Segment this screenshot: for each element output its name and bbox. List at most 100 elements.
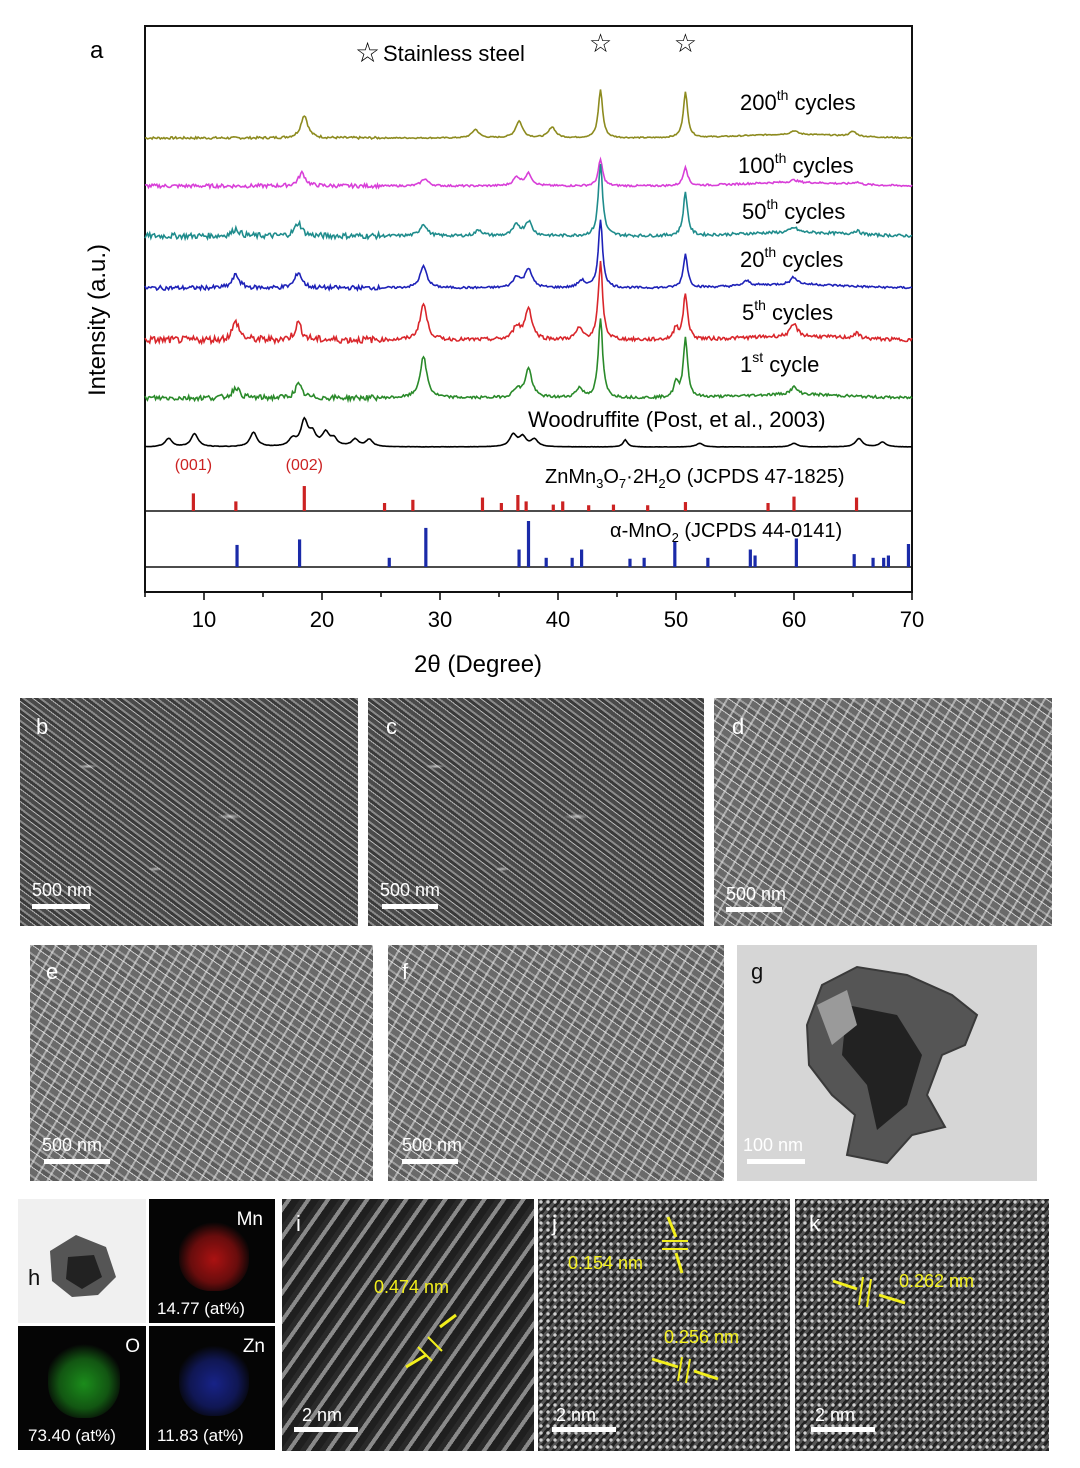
panel-label-i: i <box>296 1211 301 1236</box>
reference-stick <box>706 557 710 567</box>
scale-bar-f <box>402 1159 458 1164</box>
scale-text-g: 100 nm <box>743 1135 804 1155</box>
reference-stick <box>382 503 387 511</box>
hrtem-image-i: i 0.474 nm 2 nm <box>282 1199 534 1451</box>
o-distribution <box>48 1342 120 1418</box>
reference-layer: (001) (002) <box>175 457 911 567</box>
reference-stick <box>191 493 195 511</box>
reference-stick <box>570 557 574 567</box>
reference-stick <box>235 544 239 567</box>
scale-bar-j <box>552 1427 616 1432</box>
scale-bar-e <box>44 1159 110 1164</box>
reference-stick <box>551 504 555 511</box>
series-line <box>144 219 913 293</box>
panel-label-e: e <box>46 959 59 984</box>
scale-text-i: 2 nm <box>302 1405 343 1425</box>
panel-label-k: k <box>809 1211 820 1236</box>
hrtem-image-k: k 0.262 nm 2 nm <box>795 1199 1049 1451</box>
reference-stick <box>646 505 650 511</box>
reference-stick <box>871 557 875 567</box>
scale-bar-c <box>382 904 438 909</box>
series-label: 200th cycles <box>740 87 856 115</box>
series-line <box>144 163 913 242</box>
reference-stick <box>854 497 859 511</box>
reference-stick <box>524 501 528 511</box>
eds-map-zn: Zn 11.83 (at%) <box>149 1326 275 1450</box>
reference-stick <box>297 539 302 567</box>
eds-map-mn: Mn 14.77 (at%) <box>149 1199 275 1323</box>
reference-stick <box>906 544 911 567</box>
reference-stick <box>387 557 391 567</box>
miller-index-label: (002) <box>286 457 323 474</box>
reference-stick <box>234 501 238 511</box>
x-tick-label: 30 <box>428 607 452 632</box>
zn-distribution <box>179 1344 249 1416</box>
star-icon: ☆ <box>674 28 697 58</box>
series-layer: 200th cycles 100th cycles 50th cycles 20th … <box>144 87 913 448</box>
spacing-arrows-i <box>405 1313 457 1369</box>
ref-label-mno2: α-MnO2 (JCPDS 44-0141) <box>610 520 842 545</box>
reference-stick <box>748 549 752 567</box>
plot-frame <box>144 25 913 593</box>
spacing-arrows-j-1 <box>662 1216 688 1274</box>
sem-image-d: d 500 nm <box>714 698 1052 926</box>
scale-text-b: 500 nm <box>32 880 93 900</box>
panel-label-d: d <box>732 714 745 739</box>
panel-label-f: f <box>402 959 409 984</box>
series-label: 1st cycle <box>740 349 819 377</box>
panel-label-a: a <box>90 37 104 64</box>
x-tick-label: 60 <box>782 607 806 632</box>
scale-text-k: 2 nm <box>815 1405 856 1425</box>
reference-stick <box>302 486 306 511</box>
reference-stick <box>516 495 520 511</box>
spacing-arrows-j-2 <box>651 1356 719 1384</box>
legend-text: Stainless steel <box>383 41 525 66</box>
mn-distribution <box>179 1221 249 1291</box>
hrtem-image-j: j 0.154 nm 0.256 nm 2 nm <box>538 1199 790 1451</box>
map-value-o: 73.40 (at%) <box>28 1426 116 1445</box>
reference-stick <box>766 503 770 511</box>
map-value-mn: 14.77 (at%) <box>157 1299 245 1318</box>
map-element-mn: Mn <box>236 1209 263 1230</box>
series-line <box>144 89 913 141</box>
series-label: 50th cycles <box>742 196 845 224</box>
x-tick-label: 50 <box>664 607 688 632</box>
reference-stick <box>526 521 531 567</box>
sem-image-f: f 500 nm <box>388 945 724 1181</box>
map-value-zn: 11.83 (at%) <box>157 1426 244 1445</box>
series-line <box>144 156 913 191</box>
tem-image-g: g 100 nm <box>737 945 1037 1181</box>
reference-stick <box>544 557 548 567</box>
scale-bar-k <box>811 1427 875 1432</box>
x-tick-label: 40 <box>546 607 570 632</box>
scale-text-f: 500 nm <box>402 1135 463 1155</box>
reference-stick <box>794 538 798 567</box>
scale-bar-b <box>32 904 90 909</box>
map-element-o: O <box>125 1336 140 1357</box>
panel-label-g: g <box>751 959 764 984</box>
reference-stick <box>580 549 584 567</box>
spacing-label-j-1: 0.154 nm <box>568 1253 644 1273</box>
series-line <box>144 318 913 404</box>
panel-label-b: b <box>36 714 49 739</box>
eds-tem-image: h <box>18 1199 146 1323</box>
reference-stick <box>852 554 856 567</box>
x-axis-label: 2θ (Degree) <box>414 651 542 678</box>
scale-text-j: 2 nm <box>556 1405 597 1425</box>
reference-stick <box>424 527 428 567</box>
y-axis-label: Intensity (a.u.) <box>84 244 111 396</box>
scale-bar-g <box>747 1159 805 1164</box>
sem-image-c: c 500 nm <box>368 698 704 926</box>
scale-text-c: 500 nm <box>380 880 441 900</box>
series-line <box>144 260 913 346</box>
panel-label-j: j <box>552 1211 557 1236</box>
reference-stick <box>673 541 677 567</box>
sem-image-e: e 500 nm <box>30 945 373 1181</box>
spacing-label-k: 0.262 nm <box>899 1271 975 1291</box>
panel-label-c: c <box>386 714 397 739</box>
reference-stick <box>792 496 796 511</box>
spacing-arrows-k <box>832 1276 906 1308</box>
x-tick-label: 10 <box>192 607 216 632</box>
reference-stick <box>753 555 757 567</box>
x-tick-label: 20 <box>310 607 334 632</box>
